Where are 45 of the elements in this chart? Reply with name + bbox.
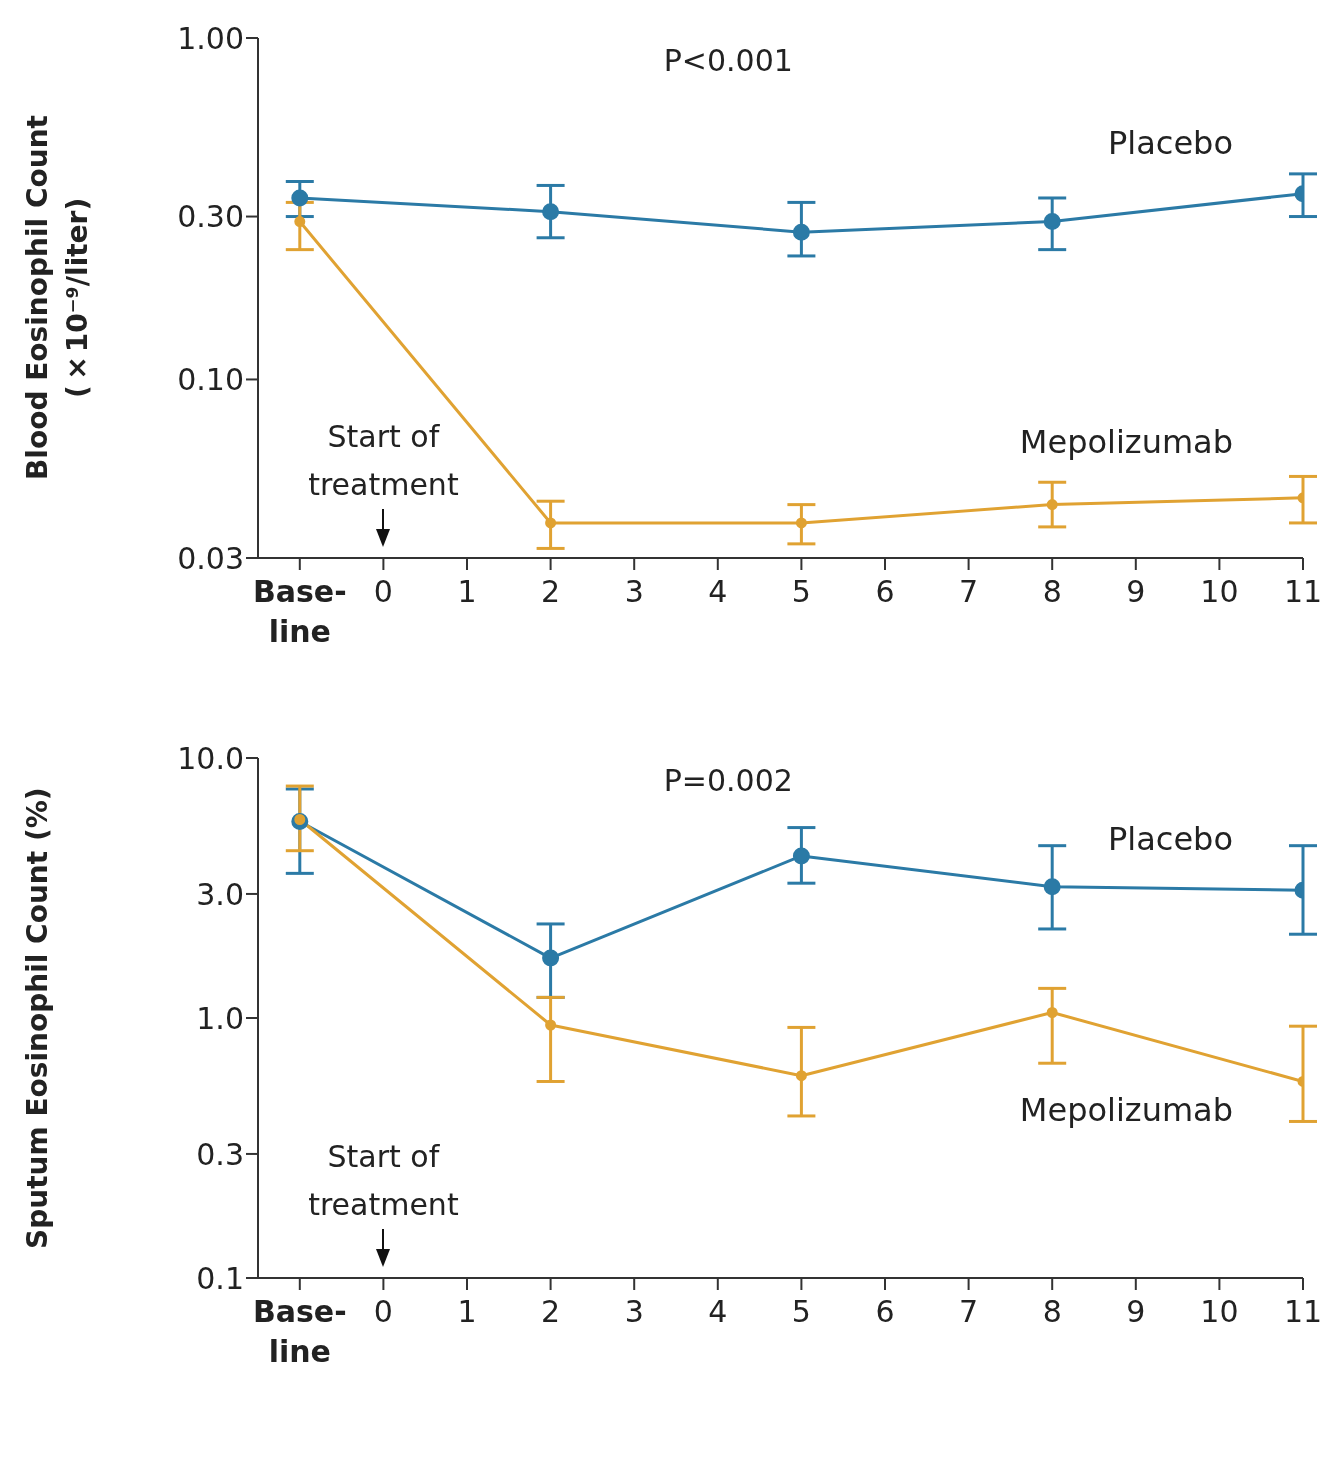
x-tick-label: 6 [875, 574, 895, 609]
y-axis-title: Sputum Eosinophil Count (%) [20, 786, 55, 1251]
y-tick-label: 0.10 [177, 362, 244, 398]
x-tick-label: 3 [624, 574, 644, 609]
annotation: Start of treatment [307, 418, 460, 504]
series-label: Mepolizumab [1019, 422, 1233, 461]
y-tick-label: 0.30 [177, 199, 244, 235]
x-tick-label: 1 [457, 574, 477, 609]
y-tick-label: 1.0 [196, 1000, 244, 1036]
series-label: Placebo [1108, 820, 1233, 859]
x-tick-label: 7 [959, 1294, 979, 1329]
x-tick-label: 0 [373, 574, 393, 609]
y-tick-label: 0.3 [196, 1136, 244, 1172]
y-tick-label: 3.0 [196, 876, 244, 912]
x-tick-label: 1 [457, 1294, 477, 1329]
x-tick-label: 8 [1042, 1294, 1062, 1329]
y-tick-label: 0.1 [196, 1260, 244, 1296]
x-tick-label: 7 [959, 574, 979, 609]
series-label: Mepolizumab [1019, 1091, 1233, 1130]
x-tick-label: 9 [1126, 574, 1146, 609]
x-tick-label: 2 [541, 1294, 561, 1329]
x-tick-label: 11 [1283, 1294, 1323, 1329]
series-label: Placebo [1108, 123, 1233, 162]
annotation: P<0.001 [662, 43, 794, 78]
x-tick-label: 2 [541, 574, 561, 609]
x-tick-label: 9 [1126, 1294, 1146, 1329]
x-tick-label: 0 [373, 1294, 393, 1329]
x-tick-label: 4 [708, 574, 728, 609]
y-tick-label: 0.03 [177, 540, 244, 576]
y-tick-label: 1.00 [177, 20, 244, 56]
x-tick-label: 5 [791, 574, 811, 609]
x-tick-label: 10 [1200, 1294, 1239, 1329]
x-tick-label: 11 [1283, 574, 1323, 609]
y-tick-label: 10.0 [177, 740, 244, 776]
x-tick-label: 8 [1042, 574, 1062, 609]
y-axis-title: Blood Eosinophil Count (×10⁻⁹/liter) [20, 114, 95, 483]
x-tick-label: 3 [624, 1294, 644, 1329]
x-tick-label: 4 [708, 1294, 728, 1329]
x-tick-label: Base-line [252, 574, 347, 649]
x-tick-label: 10 [1200, 574, 1239, 609]
annotation: P=0.002 [662, 763, 794, 798]
x-tick-label: 5 [791, 1294, 811, 1329]
annotation: Start of treatment [307, 1138, 460, 1224]
x-tick-label: 6 [875, 1294, 895, 1329]
x-tick-label: Base-line [252, 1294, 347, 1369]
